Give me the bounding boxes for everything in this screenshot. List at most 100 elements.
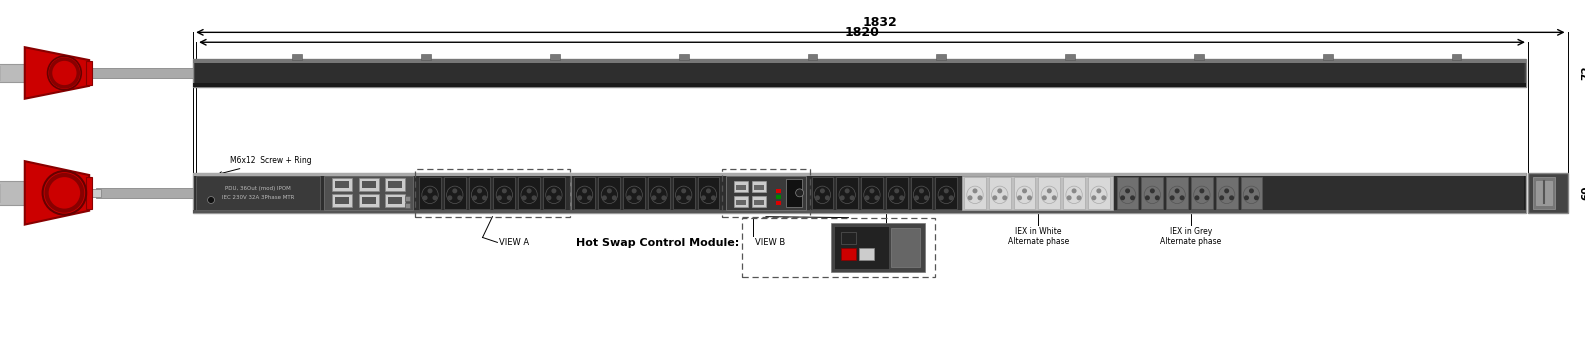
Bar: [735, 200, 747, 205]
Text: IEX in Grey
Alternate phase: IEX in Grey Alternate phase: [1160, 226, 1222, 246]
Circle shape: [919, 189, 924, 193]
Bar: [734, 196, 748, 207]
Circle shape: [875, 196, 878, 200]
Circle shape: [477, 189, 482, 193]
Text: IEX in White
Alternate phase: IEX in White Alternate phase: [1008, 226, 1068, 246]
Circle shape: [602, 196, 605, 200]
Circle shape: [999, 189, 1002, 193]
Circle shape: [845, 189, 850, 193]
Circle shape: [994, 196, 997, 200]
Bar: [1065, 54, 1075, 60]
Bar: [1167, 177, 1189, 209]
Circle shape: [1121, 196, 1124, 200]
Circle shape: [702, 196, 705, 200]
Circle shape: [453, 189, 456, 193]
Circle shape: [632, 189, 636, 193]
Circle shape: [579, 196, 582, 200]
Bar: [812, 177, 834, 209]
Bar: [1087, 177, 1110, 209]
Bar: [193, 83, 1526, 87]
Circle shape: [612, 196, 617, 200]
Circle shape: [945, 189, 948, 193]
Circle shape: [1043, 196, 1046, 200]
Bar: [388, 197, 403, 204]
Circle shape: [1170, 196, 1174, 200]
Bar: [735, 185, 747, 190]
Circle shape: [1003, 196, 1006, 200]
Bar: [1536, 181, 1552, 205]
Bar: [678, 54, 688, 60]
Bar: [786, 179, 802, 207]
Circle shape: [796, 189, 804, 197]
Circle shape: [637, 196, 640, 200]
Bar: [569, 176, 572, 210]
Circle shape: [850, 196, 854, 200]
Circle shape: [472, 196, 477, 200]
Bar: [193, 210, 1526, 213]
Bar: [1064, 177, 1086, 209]
Circle shape: [816, 196, 819, 200]
Circle shape: [968, 196, 972, 200]
Circle shape: [891, 196, 894, 200]
Circle shape: [533, 196, 536, 200]
Bar: [544, 177, 564, 209]
Circle shape: [458, 196, 461, 200]
Bar: [775, 201, 781, 205]
Bar: [989, 177, 1011, 209]
Circle shape: [1230, 196, 1233, 200]
Circle shape: [896, 189, 899, 193]
Bar: [1014, 177, 1035, 209]
Circle shape: [658, 189, 661, 193]
Circle shape: [1073, 189, 1076, 193]
Bar: [1190, 177, 1213, 209]
Bar: [193, 59, 1526, 87]
Circle shape: [900, 196, 903, 200]
Bar: [195, 176, 1523, 210]
Circle shape: [552, 189, 556, 193]
Circle shape: [1146, 196, 1149, 200]
Bar: [361, 181, 376, 188]
Bar: [623, 177, 645, 209]
Circle shape: [1097, 189, 1100, 193]
Bar: [723, 169, 810, 217]
Circle shape: [826, 196, 829, 200]
Circle shape: [588, 196, 591, 200]
Bar: [193, 173, 1526, 176]
Bar: [1241, 177, 1262, 209]
Bar: [1038, 177, 1060, 209]
Circle shape: [1067, 196, 1071, 200]
Circle shape: [528, 189, 531, 193]
Circle shape: [940, 196, 943, 200]
Bar: [1117, 177, 1138, 209]
Bar: [911, 177, 932, 209]
Bar: [292, 54, 303, 60]
Bar: [334, 181, 349, 188]
Bar: [599, 177, 620, 209]
Text: M6x12  Screw + Ring: M6x12 Screw + Ring: [219, 156, 312, 175]
Circle shape: [428, 189, 431, 193]
Bar: [831, 222, 926, 272]
Circle shape: [1018, 196, 1021, 200]
Circle shape: [677, 196, 680, 200]
Circle shape: [978, 196, 981, 200]
Circle shape: [840, 196, 843, 200]
Circle shape: [973, 189, 976, 193]
Text: 60: 60: [1582, 185, 1585, 200]
Bar: [361, 197, 376, 204]
Bar: [493, 177, 515, 209]
Text: Hot Swap Control Module:: Hot Swap Control Module:: [575, 239, 739, 248]
Circle shape: [502, 189, 506, 193]
Circle shape: [1255, 196, 1258, 200]
Bar: [550, 54, 560, 60]
Bar: [886, 177, 908, 209]
Bar: [1452, 54, 1461, 60]
Bar: [86, 61, 92, 85]
Bar: [1323, 54, 1333, 60]
Circle shape: [1048, 189, 1051, 193]
Circle shape: [423, 196, 426, 200]
Circle shape: [1052, 196, 1056, 200]
Bar: [406, 196, 411, 201]
Circle shape: [1205, 196, 1209, 200]
Bar: [195, 63, 1523, 83]
Circle shape: [1092, 196, 1095, 200]
